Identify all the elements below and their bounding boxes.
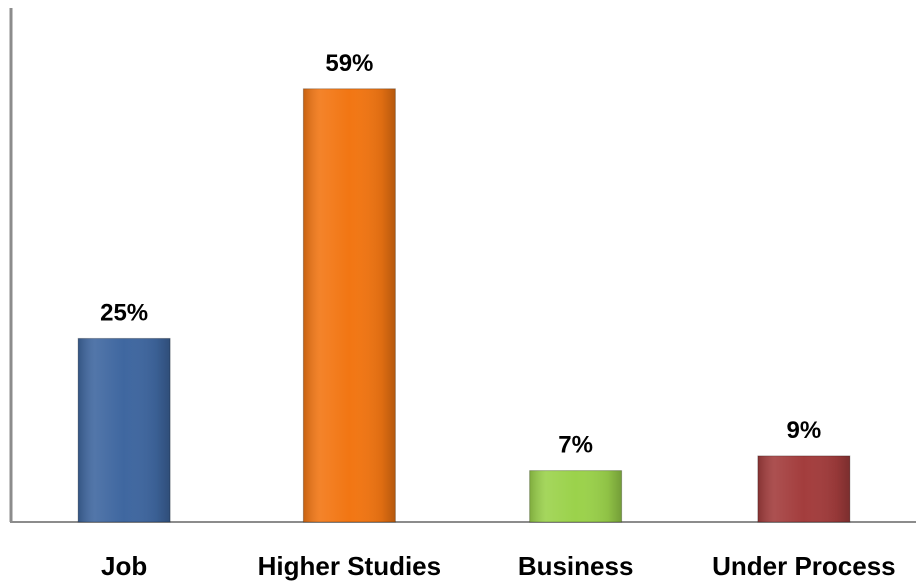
bar-shade-under-process [757,455,850,522]
labels-group: 25% Job 59% Higher Studies 7% Business 9% Under… [100,50,896,581]
bar-shade-business [529,470,622,522]
bar-shade-higher-studies [303,88,396,523]
category-label-business: Business [518,551,634,581]
category-label-higher-studies: Higher Studies [258,551,441,581]
category-label-job: Job [101,551,147,581]
value-label-job: 25% [100,299,148,326]
category-label-under-process: Under Process [712,551,896,581]
bar-shade-job [78,338,171,522]
value-label-under-process: 9% [787,417,822,444]
value-label-business: 7% [558,432,593,459]
bars-group [77,88,851,523]
value-label-higher-studies: 59% [325,50,373,77]
